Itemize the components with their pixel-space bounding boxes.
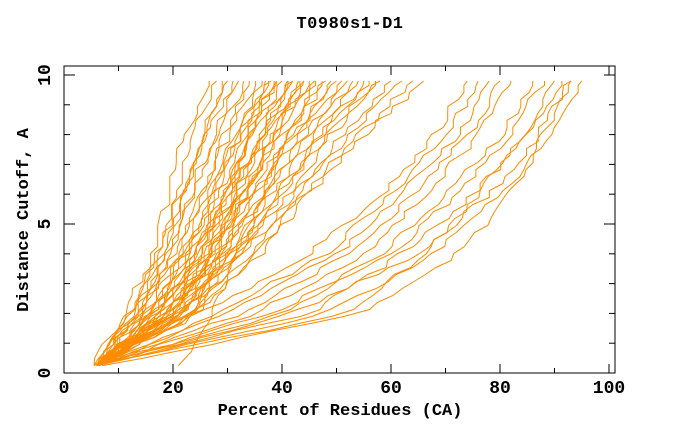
x-tick-label: 80 [489,379,511,399]
model-curve [93,80,228,367]
x-tick-label: 60 [380,379,402,399]
model-curve [96,81,257,366]
model-curve [96,80,490,367]
model-curves [93,80,583,367]
model-curve [96,80,278,367]
y-tick-label: 10 [36,64,56,86]
model-curve [178,80,316,366]
model-curve [96,80,267,367]
model-curve [96,80,272,366]
x-axis-title: Percent of Residues (CA) [217,402,463,421]
model-curve [99,80,348,366]
plot-title: T0980s1-D1 [296,15,404,34]
model-curve [98,81,270,366]
model-curve [96,80,288,366]
model-curve [93,80,217,366]
model-curve [96,81,563,367]
axis-ticks [63,65,616,374]
model-curve [102,80,572,367]
x-tick-label: 0 [58,379,70,399]
model-curve [96,80,501,367]
model-curve [96,81,545,367]
x-tick-label: 100 [592,379,626,399]
model-curve [96,80,572,367]
model-curve [96,80,468,367]
model-curve [96,81,275,367]
model-curve [96,80,512,367]
model-curve [96,81,223,366]
model-curve [96,80,305,367]
model-curve [99,80,370,367]
model-curve [96,80,278,366]
model-curve [96,80,534,367]
model-curve [96,80,310,366]
y-tick-label: 0 [36,367,56,379]
model-curve [96,80,479,367]
model-curve [99,80,381,366]
model-curve [96,80,294,366]
x-tick-label: 20 [162,379,184,399]
y-tick-label: 5 [36,218,56,230]
model-curve [99,80,425,367]
model-curve [96,80,555,367]
model-curve [93,81,210,366]
x-tick-label: 40 [271,379,293,399]
model-curve [96,80,299,367]
model-curve [96,81,301,367]
model-curve [96,80,583,367]
plot-frame [63,65,616,374]
model-curve [93,80,245,367]
model-curve [96,80,414,366]
model-curve [99,80,403,367]
